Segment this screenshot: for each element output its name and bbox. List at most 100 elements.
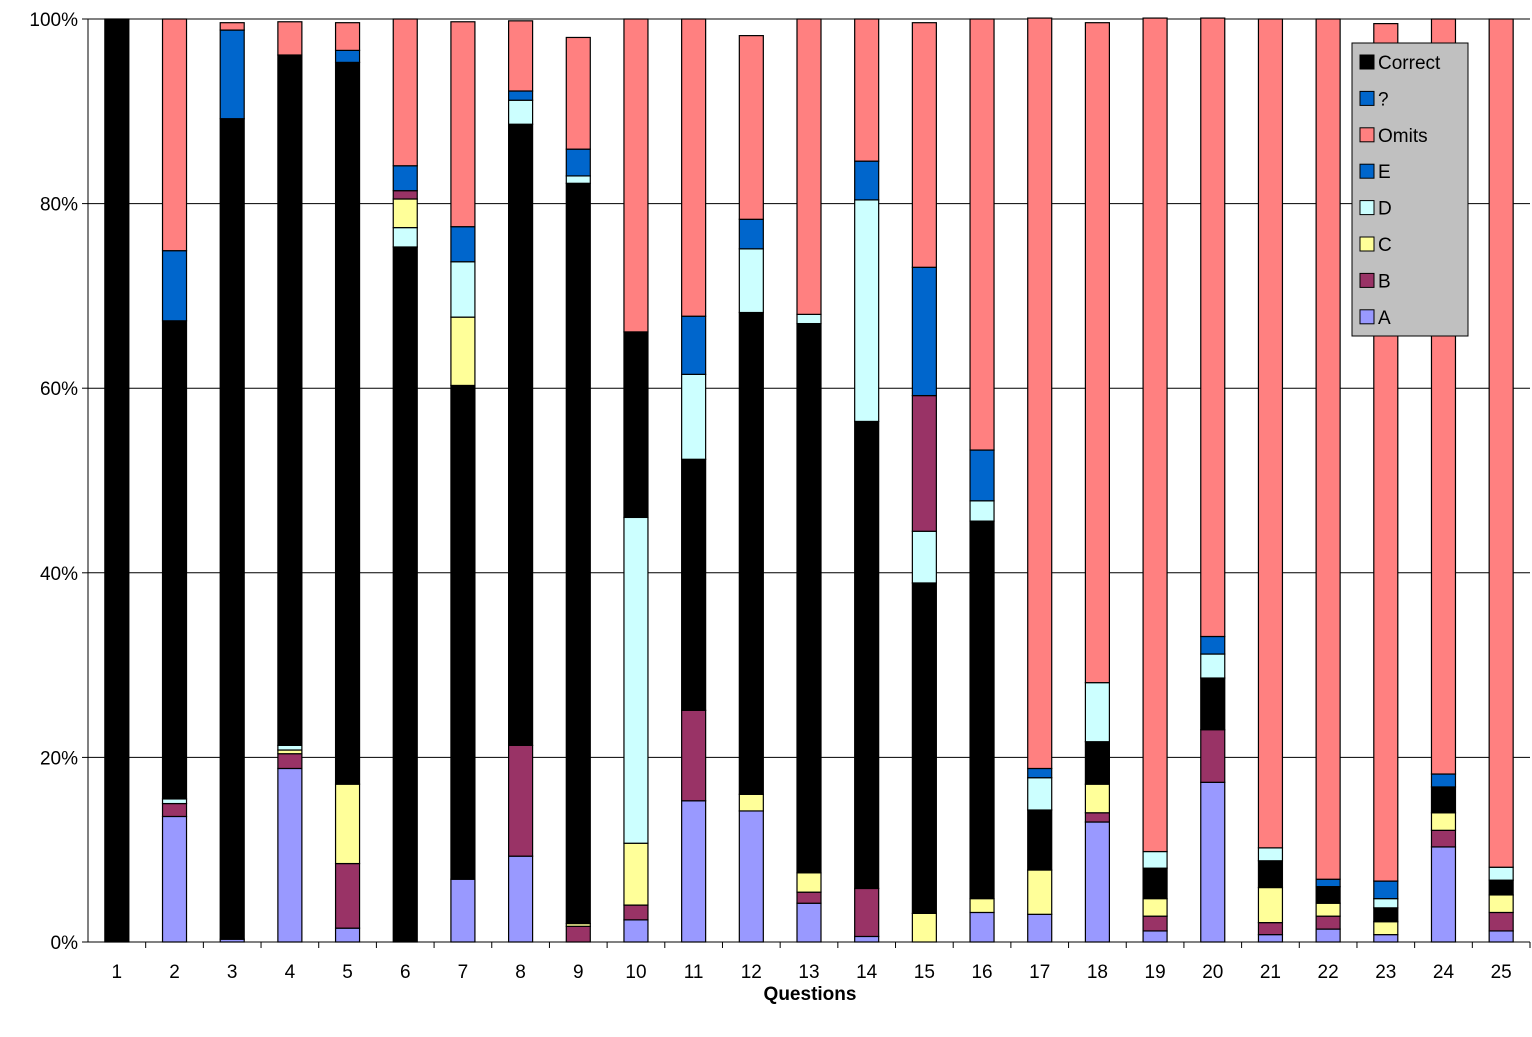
bar-segment-d-q10 [623,516,649,844]
x-tick-label: 17 [1029,962,1050,983]
x-tick-label: 20 [1202,962,1223,983]
bar-segment-c-q23 [1373,921,1399,936]
bar-segment-a-q24 [1430,846,1457,943]
bar-segment-b-q10 [623,904,649,921]
bar-segment-correct-q8 [508,123,534,747]
bar-segment-a-q18 [1084,821,1111,943]
legend-swatch [1359,163,1375,179]
bar-segment-c-q13 [796,872,822,893]
bar-segment-e-q11 [681,315,707,375]
x-tick-label: 16 [971,962,992,983]
y-tick-label: 40% [40,564,78,585]
x-tick-label: 9 [573,962,584,983]
legend-label: Correct [1378,53,1441,74]
bar-segment-c-q24 [1430,812,1457,831]
bar-segment-correct-q18 [1084,741,1111,785]
bar-segment-omits-q14 [854,18,880,162]
bar-segment-c-q15 [911,912,937,943]
bar-series [104,17,1514,943]
legend-swatch [1359,200,1375,216]
legend-label: C [1378,235,1392,256]
bar-segment-a-q13 [796,902,822,943]
bar-segment-d-upper2-q8 [508,99,534,125]
bar-segment-d-upper-q15 [911,530,937,584]
bar-segment-b-q2 [161,802,188,818]
x-tick-label: 7 [458,962,469,983]
bar-segment-omits-q11 [681,18,707,317]
x-tick-label: 11 [684,962,704,983]
bar-segment-e-q17 [1027,767,1053,779]
bar-segment-c-upper-q7 [450,316,476,387]
bar-segment-correct-q1 [104,18,130,943]
x-tick-label: 21 [1260,962,1281,983]
bar-segment-correct-q25 [1488,879,1514,896]
bar-segment-c-q16 [969,898,995,914]
bar-segment-e-q5 [334,49,361,63]
bar-segment-correct-q10 [623,331,649,519]
bar-segment-c-q22 [1315,902,1341,917]
bar-segment-d-upper-q18 [1084,682,1111,743]
bar-segment-omits-q12 [738,35,764,220]
bar-segment-a-q7 [450,878,476,943]
bar-segment-omits-q18 [1084,22,1111,684]
bar-segment-c-q10 [623,842,649,906]
bar-segment-b-q14 [854,887,880,938]
x-tick-labels: 1 2 3 4 5 6 7 8 9 10 11 12 13 14 15 16 17 18 19 20 21 22 23 24 2… [112,942,1531,983]
x-tick-label: 6 [400,962,411,983]
bar-segment-d-upper2-q9 [565,175,591,184]
bar-segment-b-q11 [681,709,707,802]
y-tick-label: 0% [51,933,79,954]
bar-segment-c-q25 [1488,894,1514,914]
bar-segment-omits-q13 [796,18,822,315]
bar-segment-correct-q7 [450,384,476,880]
x-tick-label: 25 [1491,962,1512,983]
bar-segment-a-q20 [1200,781,1226,943]
bar-segment-d-upper-q6 [392,226,418,248]
bar-segment-e-q9 [565,148,591,177]
bar-segment-e-q22 [1315,878,1341,888]
legend-label: E [1378,162,1391,183]
axes [87,19,1530,943]
bar-segment-correct-q11 [681,458,707,711]
legend-label: ? [1378,89,1389,110]
bar-segment-a-q5 [334,927,361,943]
bar-segment-omits-q8 [508,20,534,92]
bar-segment-b-q9 [565,925,591,943]
bar-segment-b-q5 [334,862,361,929]
bar-segment-d-upper-q17 [1027,777,1053,811]
bar-segment-a-q19 [1142,930,1168,943]
x-tick-label: 3 [227,962,238,983]
bar-segment-omits-q9 [565,36,591,150]
bar-segment-omits-q16 [969,18,995,451]
bar-segment-correct-q17 [1027,809,1053,871]
bar-segment-correct-q21 [1257,860,1284,889]
bar-segment-correct-q12 [738,311,764,795]
bar-segment-omits-q10 [623,18,649,333]
bar-segment-d-q4 [277,744,303,751]
bar-segment-b-q18 [1084,812,1111,823]
bar-segment-correct-q3 [219,118,245,940]
bar-segment-e-q15 [911,266,937,397]
x-tick-label: 18 [1087,962,1108,983]
bar-segment-d-upper-q21 [1257,847,1284,862]
bar-segment-correct-q14 [854,420,880,890]
bar-segment-correct-q9 [565,182,591,925]
bar-segment-correct-q23 [1373,907,1399,923]
bar-segment-d-upper-q19 [1142,850,1168,869]
bar-segment-c-q21 [1257,886,1284,924]
bar-segment-c-upper-q6 [392,198,418,229]
bar-segment-e-q23 [1373,880,1399,900]
bar-segment-correct-q24 [1430,786,1457,814]
bar-segment-correct-q15 [911,582,937,914]
bar-segment-correct-q16 [969,520,995,900]
bar-segment-d-upper-q12 [738,248,764,314]
bar-segment-b-q24 [1430,829,1457,848]
bar-segment-b-q19 [1142,915,1168,932]
bar-segment-a-q21 [1257,934,1284,943]
bar-segment-d-upper2-q7 [450,261,476,318]
legend-label: B [1378,271,1391,292]
legend-swatch [1359,90,1375,106]
bar-segment-omits-q4 [277,21,303,56]
bar-segment-omits-q22 [1315,18,1341,880]
